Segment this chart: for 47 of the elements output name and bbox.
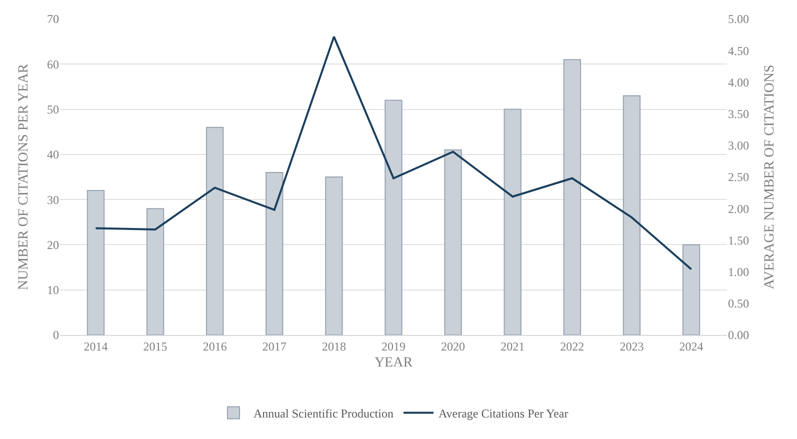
y-axis-title: NUMBER OF CITATIONS PER YEAR (16, 63, 32, 290)
y-tick-label: 70 (47, 12, 59, 26)
x-tick-label: 2015 (143, 339, 168, 354)
legend-label: Annual Scientific Production (254, 406, 394, 420)
x-tick-label: 2022 (560, 339, 584, 354)
y2-tick-label: 0.50 (728, 296, 749, 311)
bar (682, 244, 700, 335)
line-series (94, 36, 692, 270)
x-tick-label: 2014 (84, 339, 108, 354)
y-tick-label: 40 (47, 148, 59, 162)
x-tick-label: 2023 (620, 339, 644, 354)
y-tick-label: 10 (47, 283, 59, 298)
x-tick-label: 2016 (202, 339, 227, 354)
x-axis-title: YEAR (374, 356, 414, 371)
bar (622, 95, 641, 335)
y2-axis-title: AVERAGE NUMBER OF CITATIONS (762, 64, 778, 290)
bar (146, 208, 164, 335)
x-tick-label: 2024 (679, 339, 704, 354)
y2-tick-label: 5.00 (728, 12, 749, 26)
y-tick-label: 30 (47, 192, 59, 207)
y-tick-label: 60 (47, 57, 59, 72)
bar (206, 126, 224, 335)
bar (444, 149, 462, 335)
y-tick-label: 0 (53, 328, 59, 342)
y2-tick-label: 0.00 (728, 328, 749, 342)
legend-label: Average Citations Per Year (438, 406, 568, 420)
y-tick-label: 20 (47, 238, 59, 252)
x-tick-label: 2020 (441, 339, 466, 354)
bar (266, 172, 284, 335)
y-tick-label: 50 (47, 102, 59, 116)
x-tick-label: 2018 (322, 339, 346, 354)
y2-tick-label: 3.00 (728, 138, 749, 153)
x-tick-label: 2017 (262, 339, 286, 354)
bar (384, 100, 402, 335)
bar (325, 176, 343, 335)
bar (86, 190, 105, 335)
y2-tick-label: 2.50 (728, 170, 749, 184)
x-tick-label: 2019 (382, 339, 406, 354)
y2-tick-label: 2.00 (728, 202, 749, 216)
bar (504, 108, 522, 335)
y2-tick-label: 1.50 (728, 233, 749, 248)
x-tick-label: 2021 (500, 339, 525, 354)
y2-tick-label: 4.00 (728, 75, 749, 90)
y2-tick-label: 1.00 (728, 265, 749, 279)
y2-tick-label: 3.50 (728, 107, 749, 121)
bar (563, 59, 581, 335)
y2-tick-label: 4.50 (728, 44, 749, 58)
